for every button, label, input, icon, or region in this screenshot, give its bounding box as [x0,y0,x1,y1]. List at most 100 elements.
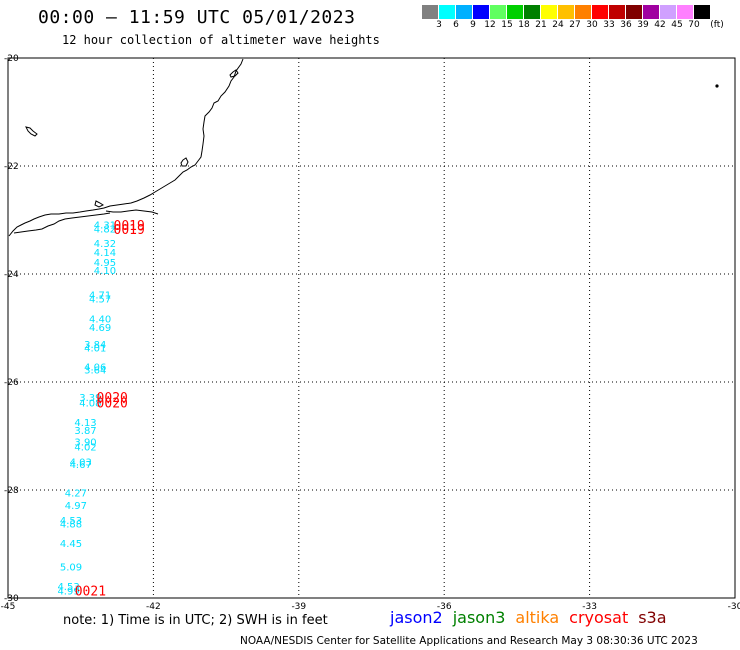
legend-altika: altika [515,608,560,627]
colorbar-swatch [490,5,507,19]
colorbar-label: 18 [518,20,530,30]
wave-height-label: 4.88 [60,519,82,530]
wave-height-label: 4.01 [84,343,106,354]
wave-height-label: 4.99 [57,586,79,597]
wave-height-label: 4.53 [60,516,82,527]
longitude-label: -36 [437,602,452,610]
colorbar-swatch [626,5,643,19]
colorbar-swatch [694,5,711,19]
colorbar-swatch [507,5,524,19]
colorbar-label: 70 [688,20,700,30]
colorbar-swatch [609,5,626,19]
wave-height-label: 4.82 [94,225,116,236]
colorbar-label: 9 [470,20,476,30]
colorbar-swatch [439,5,456,19]
island [25,126,38,137]
wave-height-label: 4.03 [70,457,92,468]
legend-jason2: jason2 [390,608,443,627]
wave-height-label: 4.31 [94,220,116,231]
legend-s3a: s3a [638,608,667,627]
legend-jason3: jason3 [452,608,506,627]
colorbar-label: 24 [552,20,564,30]
time-mark-label: 0021 [75,584,106,599]
longitude-label: -33 [582,602,597,610]
colorbar-swatch [456,5,473,19]
colorbar-swatch [524,5,541,19]
colorbar-label: 21 [535,20,547,30]
page-title: 00:00 – 11:59 UTC 05/01/2023 [38,7,356,28]
colorbar-swatch [592,5,609,19]
credit-line: NOAA/NESDIS Center for Satellite Applica… [240,635,698,647]
wave-height-label: 4.27 [65,489,87,500]
colorbar-swatch [677,5,694,19]
wave-height-label: 4.10 [94,266,116,277]
observation-dot [715,84,719,88]
wave-height-label: 4.45 [60,539,82,550]
colorbar-swatch [541,5,558,19]
time-mark-label: 0020 [97,397,128,412]
latitude-label: -30 [4,594,19,604]
island [229,69,239,78]
wave-height-label: 3.64 [84,366,106,377]
wave-height-label: 4.06 [84,362,106,373]
latitude-label: -22 [4,162,19,172]
time-mark-label: 0019 [114,219,145,234]
wave-height-label: 4.32 [94,239,116,250]
colorbar-units: (ft) [710,20,724,30]
wave-height-labels: 4.314.82 4.324.144.954.10 4.714.57 4.404.69… [57,220,116,597]
colorbar-labels: 3 6 9 12 15 18 21 24 27 30 33 36 39 42 45 70 (ft) [422,20,740,34]
satellite-legend: jason2 jason3 altika cryosat s3a [390,608,677,627]
longitude-label: -42 [146,602,161,610]
map-frame [7,57,736,599]
colorbar-swatch [422,5,439,19]
wave-height-label: 5.09 [60,563,82,574]
wave-height-label: 4.13 [74,418,96,429]
colorbar-swatch [558,5,575,19]
wave-height-label: 4.53 [57,582,79,593]
time-mark-label: 0020 [97,391,128,406]
colorbar-label: 45 [671,20,683,30]
wave-height-label: 4.40 [89,314,111,325]
wave-height-label: 4.02 [74,442,96,453]
latitude-label: -24 [4,270,19,280]
footer-note: note: 1) Time is in UTC; 2) SWH is in fe… [63,613,328,628]
wave-height-label: 4.08 [79,399,101,410]
legend-cryosat: cryosat [569,608,629,627]
longitude-label: -45 [1,602,16,610]
colorbar-swatch [473,5,490,19]
colorbar-label: 36 [620,20,632,30]
lat-lon-grid [7,57,736,599]
coastline [8,58,244,237]
colorbar-label: 39 [637,20,649,30]
wave-height-label: 4.14 [94,248,116,259]
wave-height-label: 4.67 [70,460,92,471]
colorbar-label: 12 [484,20,496,30]
colorbar-label: 30 [586,20,598,30]
wave-height-label: 4.71 [89,291,111,302]
longitude-label: -30 [728,602,740,610]
wave-height-label: 4.69 [89,323,111,334]
latitude-label: -20 [4,54,19,64]
latitude-label: -26 [4,378,19,388]
latitude-labels: -20 -22 -24 -26 -28 -30 [4,54,19,604]
colorbar [422,5,711,19]
wave-height-label: 3.39 [79,393,101,404]
colorbar-swatch [643,5,660,19]
wave-height-label: 3.87 [74,426,96,437]
colorbar-label: 42 [654,20,666,30]
longitude-label: -39 [291,602,306,610]
wave-height-label: 4.95 [94,258,116,269]
colorbar-label: 33 [603,20,615,30]
colorbar-label: 3 [436,20,442,30]
colorbar-label: 15 [501,20,513,30]
colorbar-swatch [575,5,592,19]
wave-height-label: 3.84 [84,340,106,351]
wave-height-map: -20 -22 -24 -26 -28 -30 -45 -42 -39 -36 -33 -30 4.… [1,54,740,610]
wave-height-label: 4.97 [65,501,87,512]
colorbar-label: 27 [569,20,581,30]
island [94,200,104,208]
time-mark-label: 0019 [114,223,145,238]
wave-height-label: 4.57 [89,294,111,305]
latitude-label: -28 [4,486,19,496]
